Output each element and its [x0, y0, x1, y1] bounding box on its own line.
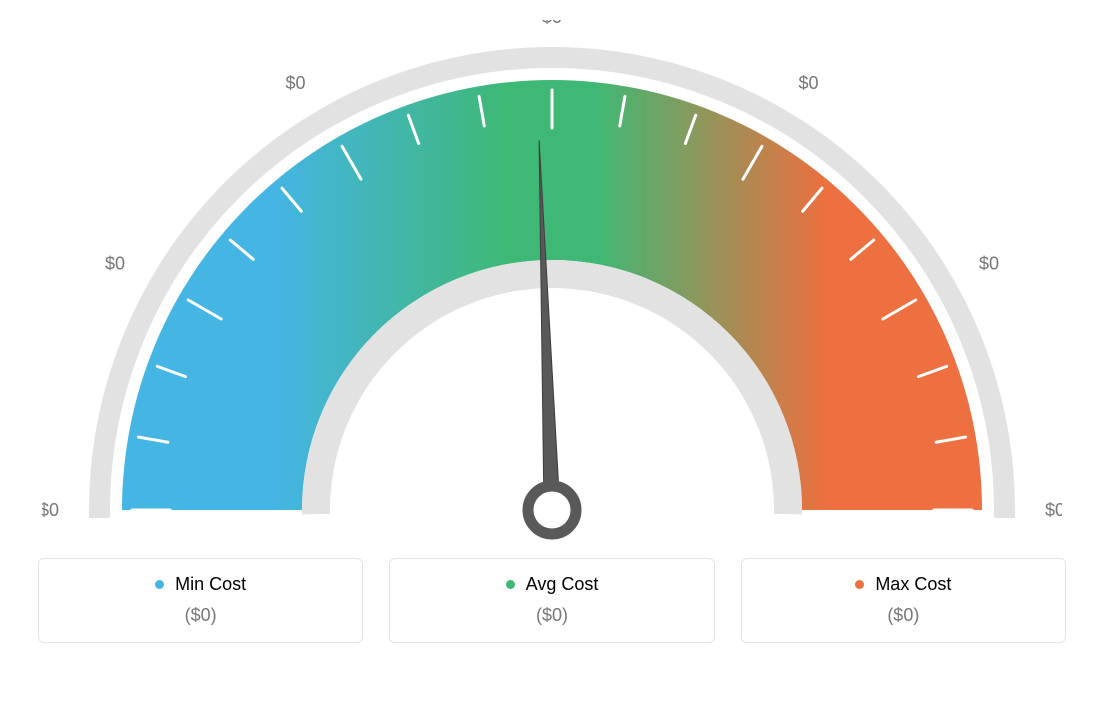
legend-title-max: Max Cost — [752, 573, 1055, 595]
gauge-tick-label: $0 — [285, 73, 305, 93]
gauge-tick-label: $0 — [799, 73, 819, 93]
legend-value-min: ($0) — [49, 605, 352, 626]
legend-dot-min — [155, 580, 164, 589]
gauge-tick-label: $0 — [979, 254, 999, 274]
legend-card-max: Max Cost ($0) — [741, 558, 1066, 643]
legend-value-avg: ($0) — [400, 605, 703, 626]
gauge-tick-label: $0 — [42, 500, 59, 520]
gauge-needle-hub — [528, 486, 576, 534]
legend-label-min: Min Cost — [175, 574, 246, 594]
legend-row: Min Cost ($0) Avg Cost ($0) Max Cost ($0… — [0, 558, 1104, 643]
legend-title-avg: Avg Cost — [400, 573, 703, 595]
gauge-tick-label: $0 — [542, 20, 562, 27]
legend-title-min: Min Cost — [49, 573, 352, 595]
legend-label-max: Max Cost — [875, 574, 951, 594]
legend-dot-max — [855, 580, 864, 589]
legend-value-max: ($0) — [752, 605, 1055, 626]
legend-card-avg: Avg Cost ($0) — [389, 558, 714, 643]
legend-label-avg: Avg Cost — [526, 574, 599, 594]
gauge-tick-label: $0 — [105, 254, 125, 274]
legend-dot-avg — [506, 580, 515, 589]
gauge-tick-label: $0 — [1045, 500, 1062, 520]
gauge-chart: $0 $0 $0 $0 $0 $0 $0 — [42, 20, 1062, 540]
legend-card-min: Min Cost ($0) — [38, 558, 363, 643]
gauge-svg: $0 $0 $0 $0 $0 $0 $0 — [42, 20, 1062, 540]
